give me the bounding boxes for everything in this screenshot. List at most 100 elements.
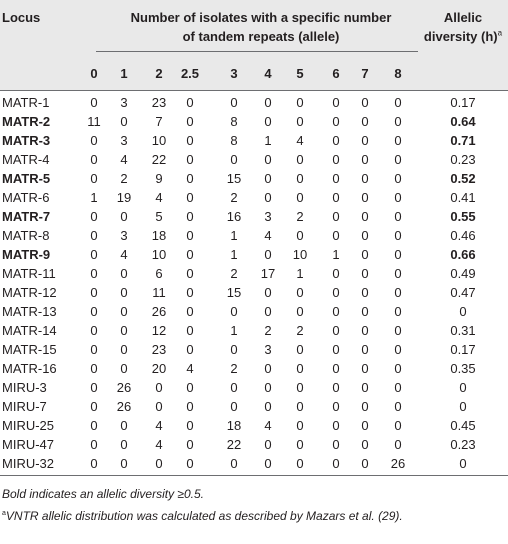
- table-row: MATR-8 0 3 18 0 1 4 0 0 0 0 0.46: [0, 226, 508, 245]
- count-cell: 0: [332, 342, 340, 357]
- table-row: MATR-4 0 4 22 0 0 0 0 0 0 0 0.23: [0, 150, 508, 169]
- count-cell: 4: [296, 133, 304, 148]
- count-cell: 0: [394, 133, 402, 148]
- count-cell: 2: [264, 323, 272, 338]
- diversity-cell: 0: [459, 304, 467, 319]
- count-cell: 3: [120, 228, 128, 243]
- count-cell: 0: [186, 304, 194, 319]
- count-cell: 0: [332, 266, 340, 281]
- count-cell: 0: [296, 228, 304, 243]
- locus-cell: MIRU-7: [2, 399, 47, 414]
- allele-column-header: 4: [264, 66, 272, 81]
- count-cell: 0: [264, 95, 272, 110]
- count-cell: 2: [120, 171, 128, 186]
- count-cell: 1: [264, 133, 272, 148]
- count-cell: 10: [292, 247, 308, 262]
- diversity-cell: 0.66: [450, 247, 476, 262]
- count-cell: 0: [264, 247, 272, 262]
- count-cell: 4: [264, 228, 272, 243]
- count-cell: 0: [361, 133, 369, 148]
- count-cell: 11: [152, 285, 166, 300]
- count-cell: 0: [90, 399, 98, 414]
- allele-column-header: 6: [332, 66, 340, 81]
- count-cell: 0: [332, 95, 340, 110]
- locus-cell: MATR-7: [2, 209, 51, 224]
- count-cell: 0: [296, 437, 304, 452]
- count-cell: 0: [90, 152, 98, 167]
- count-cell: 0: [90, 266, 98, 281]
- table-row: MATR-7 0 0 5 0 16 3 2 0 0 0 0.55: [0, 207, 508, 226]
- count-cell: 4: [120, 152, 128, 167]
- count-cell: 4: [264, 418, 272, 433]
- allelic-diversity-header: Allelic diversity (h)a: [418, 8, 508, 46]
- count-cell: 0: [394, 114, 402, 129]
- count-cell: 15: [226, 171, 242, 186]
- count-cell: 0: [361, 114, 369, 129]
- table-row: MATR-1 0 3 23 0 0 0 0 0 0 0 0.17: [0, 93, 508, 112]
- diversity-cell: 0.55: [450, 209, 476, 224]
- table-row: MIRU-3 0 26 0 0 0 0 0 0 0 0 0: [0, 378, 508, 397]
- count-cell: 2: [230, 190, 238, 205]
- count-cell: 18: [226, 418, 242, 433]
- count-cell: 17: [260, 266, 276, 281]
- count-cell: 1: [332, 247, 340, 262]
- count-cell: 0: [361, 190, 369, 205]
- count-cell: 23: [151, 342, 167, 357]
- count-cell: 0: [90, 209, 98, 224]
- header-rule: [0, 90, 508, 91]
- count-cell: 0: [90, 285, 98, 300]
- footnote-vntr-superscript: a: [2, 510, 6, 517]
- count-cell: 0: [394, 418, 402, 433]
- count-cell: 0: [394, 95, 402, 110]
- table-row: MATR-5 0 2 9 0 15 0 0 0 0 0 0.52: [0, 169, 508, 188]
- table-row: MATR-11 0 0 6 0 2 17 1 0 0 0 0.49: [0, 264, 508, 283]
- allele-group-header: Number of isolates with a specific numbe…: [96, 8, 426, 46]
- count-cell: 0: [361, 152, 369, 167]
- count-cell: 0: [120, 342, 128, 357]
- count-cell: 0: [332, 380, 340, 395]
- count-cell: 12: [151, 323, 167, 338]
- locus-column-header: Locus: [2, 10, 41, 25]
- count-cell: 0: [155, 380, 163, 395]
- count-cell: 0: [186, 152, 194, 167]
- count-cell: 0: [230, 456, 238, 471]
- count-cell: 0: [332, 361, 340, 376]
- count-cell: 0: [120, 209, 128, 224]
- allelic-header-text: diversity (h): [423, 29, 498, 44]
- footnote-vntr: aVNTR allelic distribution was calculate…: [2, 508, 403, 524]
- count-cell: 4: [155, 437, 163, 452]
- count-cell: 0: [90, 418, 98, 433]
- count-cell: 18: [151, 228, 167, 243]
- count-cell: 0: [90, 228, 98, 243]
- count-cell: 0: [332, 133, 340, 148]
- count-cell: 0: [296, 190, 304, 205]
- table-row: MIRU-47 0 0 4 0 22 0 0 0 0 0 0.23: [0, 435, 508, 454]
- locus-cell: MATR-2: [2, 114, 51, 129]
- count-cell: 0: [394, 380, 402, 395]
- count-cell: 3: [264, 342, 272, 357]
- locus-cell: MIRU-3: [2, 380, 47, 395]
- locus-cell: MATR-13: [2, 304, 57, 319]
- count-cell: 0: [332, 304, 340, 319]
- count-cell: 0: [186, 247, 194, 262]
- count-cell: 0: [120, 323, 128, 338]
- diversity-cell: 0.45: [450, 418, 476, 433]
- table-row: MATR-12 0 0 11 0 15 0 0 0 0 0 0.47: [0, 283, 508, 302]
- diversity-cell: 0.71: [450, 133, 476, 148]
- table-row: MATR-14 0 0 12 0 1 2 2 0 0 0 0.31: [0, 321, 508, 340]
- count-cell: 0: [90, 247, 98, 262]
- count-cell: 0: [394, 361, 402, 376]
- allelic-header-superscript: a: [497, 28, 503, 38]
- diversity-cell: 0.49: [450, 266, 476, 281]
- count-cell: 0: [332, 114, 340, 129]
- count-cell: 0: [264, 114, 272, 129]
- locus-cell: MIRU-25: [2, 418, 55, 433]
- diversity-cell: 0.64: [450, 114, 476, 129]
- count-cell: 0: [394, 228, 402, 243]
- locus-cell: MATR-11: [2, 266, 56, 281]
- count-cell: 0: [332, 418, 340, 433]
- diversity-cell: 0: [459, 456, 467, 471]
- count-cell: 19: [116, 190, 132, 205]
- count-cell: 0: [186, 209, 194, 224]
